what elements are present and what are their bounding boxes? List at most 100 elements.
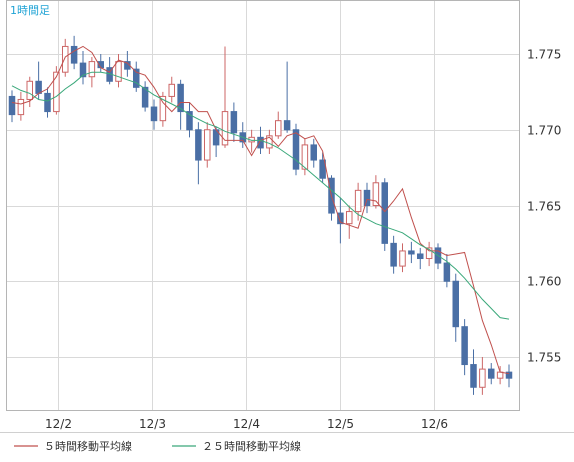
candle [17,91,25,121]
candle-body-up [88,61,96,78]
plot-frame [6,0,520,411]
candle [141,81,149,112]
candle [195,122,202,185]
y-tick-label: 1.760 [527,275,561,289]
candle-body-up [354,189,362,213]
candle-body-down [381,182,389,244]
candle [487,363,495,385]
candle-body-up [26,80,34,100]
candle-body-up [168,83,176,97]
candle [274,111,282,139]
candle-body-up [496,371,504,379]
timeframe-label: 1時間足 [10,4,50,17]
candle [443,253,451,288]
x-axis-tick-labels: 12/2 12/3 12/4 12/5 12/6 [45,417,448,431]
candle [44,87,51,118]
candle-body-down [416,253,424,260]
candle-body-down [177,83,184,113]
candle-body-down [505,371,513,379]
candle-body-up [203,129,211,161]
candle-body-down [461,326,468,366]
candle-body-down [132,68,140,88]
candle-body-down [292,129,300,170]
candle-body-up [345,211,353,225]
candle [203,122,211,168]
candle-body-down [310,144,318,161]
candle [283,61,291,133]
candle-body-up [115,61,122,82]
candle [345,205,353,239]
candle [381,178,389,251]
candle-body-down [195,129,202,161]
candle [461,319,468,376]
candle [150,99,158,130]
candle-body-down [150,106,158,122]
candle [408,241,415,264]
candle [372,175,380,209]
candle [70,35,78,70]
candle-body-up [372,182,380,206]
candle-body-down [8,95,16,116]
candle-body-down [186,111,193,131]
candle [425,241,433,267]
candle-body-down [337,212,344,225]
candle [8,90,16,123]
candle [310,138,318,168]
candle-body-up [301,144,309,170]
candle-body-down [443,262,451,282]
y-tick-label: 1.765 [527,200,561,214]
candle-body-down [408,250,415,255]
candle-body-up [221,111,229,146]
candle-body-up [61,45,69,73]
candle [53,66,60,115]
candle [177,79,184,130]
candle-body-up [159,95,167,122]
candle [26,76,34,108]
y-tick-label: 1.770 [527,124,561,138]
grid-lines [7,1,519,410]
candle [132,61,140,92]
x-tick-label: 12/5 [327,417,354,431]
candle-body-up [274,120,282,137]
candle-body-down [44,92,51,113]
y-tick-label: 1.755 [527,351,561,365]
candle-body-up [425,247,433,260]
candle-body-up [53,71,60,113]
candle [452,273,460,342]
x-tick-label: 12/2 [45,417,72,431]
candle [301,138,309,176]
ma25-line [11,71,510,320]
y-tick-label: 1.775 [527,48,561,62]
candle [363,182,371,214]
candle-body-up [479,368,486,388]
candle [399,243,406,273]
candle-body-down [470,364,477,388]
x-tick-label: 12/6 [421,417,448,431]
candle [266,129,273,154]
candle [159,91,167,127]
candle [319,152,326,183]
candle [292,123,300,176]
candle-body-down [257,136,264,149]
candle [168,76,176,103]
candle-body-down [79,62,87,78]
candle-body-down [283,120,291,131]
candle-body-down [487,368,495,379]
legend: ５時間移動平均線 ２５時間移動平均線 [14,439,301,453]
candle [479,356,486,395]
candle-body-up [266,135,273,149]
candle [470,349,477,395]
candle-body-down [70,45,78,64]
candle [186,102,193,138]
candle [230,102,238,142]
moving-average-lines [11,45,510,375]
candle [505,364,513,388]
x-tick-label: 12/3 [139,417,166,431]
candle [79,50,87,85]
candle-body-down [452,280,460,328]
candle-body-up [17,98,25,116]
candle-body-down [35,80,42,94]
candle-body-down [141,86,149,108]
legend-ma5-label: ５時間移動平均線 [44,439,132,453]
candle-body-up [399,250,406,267]
